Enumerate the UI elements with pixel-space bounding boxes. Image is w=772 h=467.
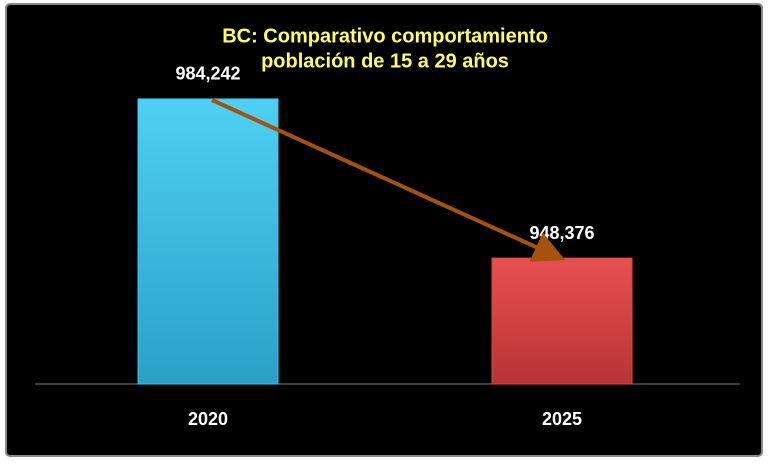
trend-arrow <box>211 98 566 262</box>
value-label: 948,376 <box>529 223 594 243</box>
x-tick-label: 2020 <box>188 409 228 429</box>
value-label: 984,242 <box>175 64 240 84</box>
chart-title: BC: Comparativo comportamiento <box>222 25 548 47</box>
bar <box>137 98 279 385</box>
chart-title: población de 15 a 29 años <box>261 50 509 72</box>
x-tick-label: 2025 <box>542 409 582 429</box>
bar <box>491 257 633 385</box>
